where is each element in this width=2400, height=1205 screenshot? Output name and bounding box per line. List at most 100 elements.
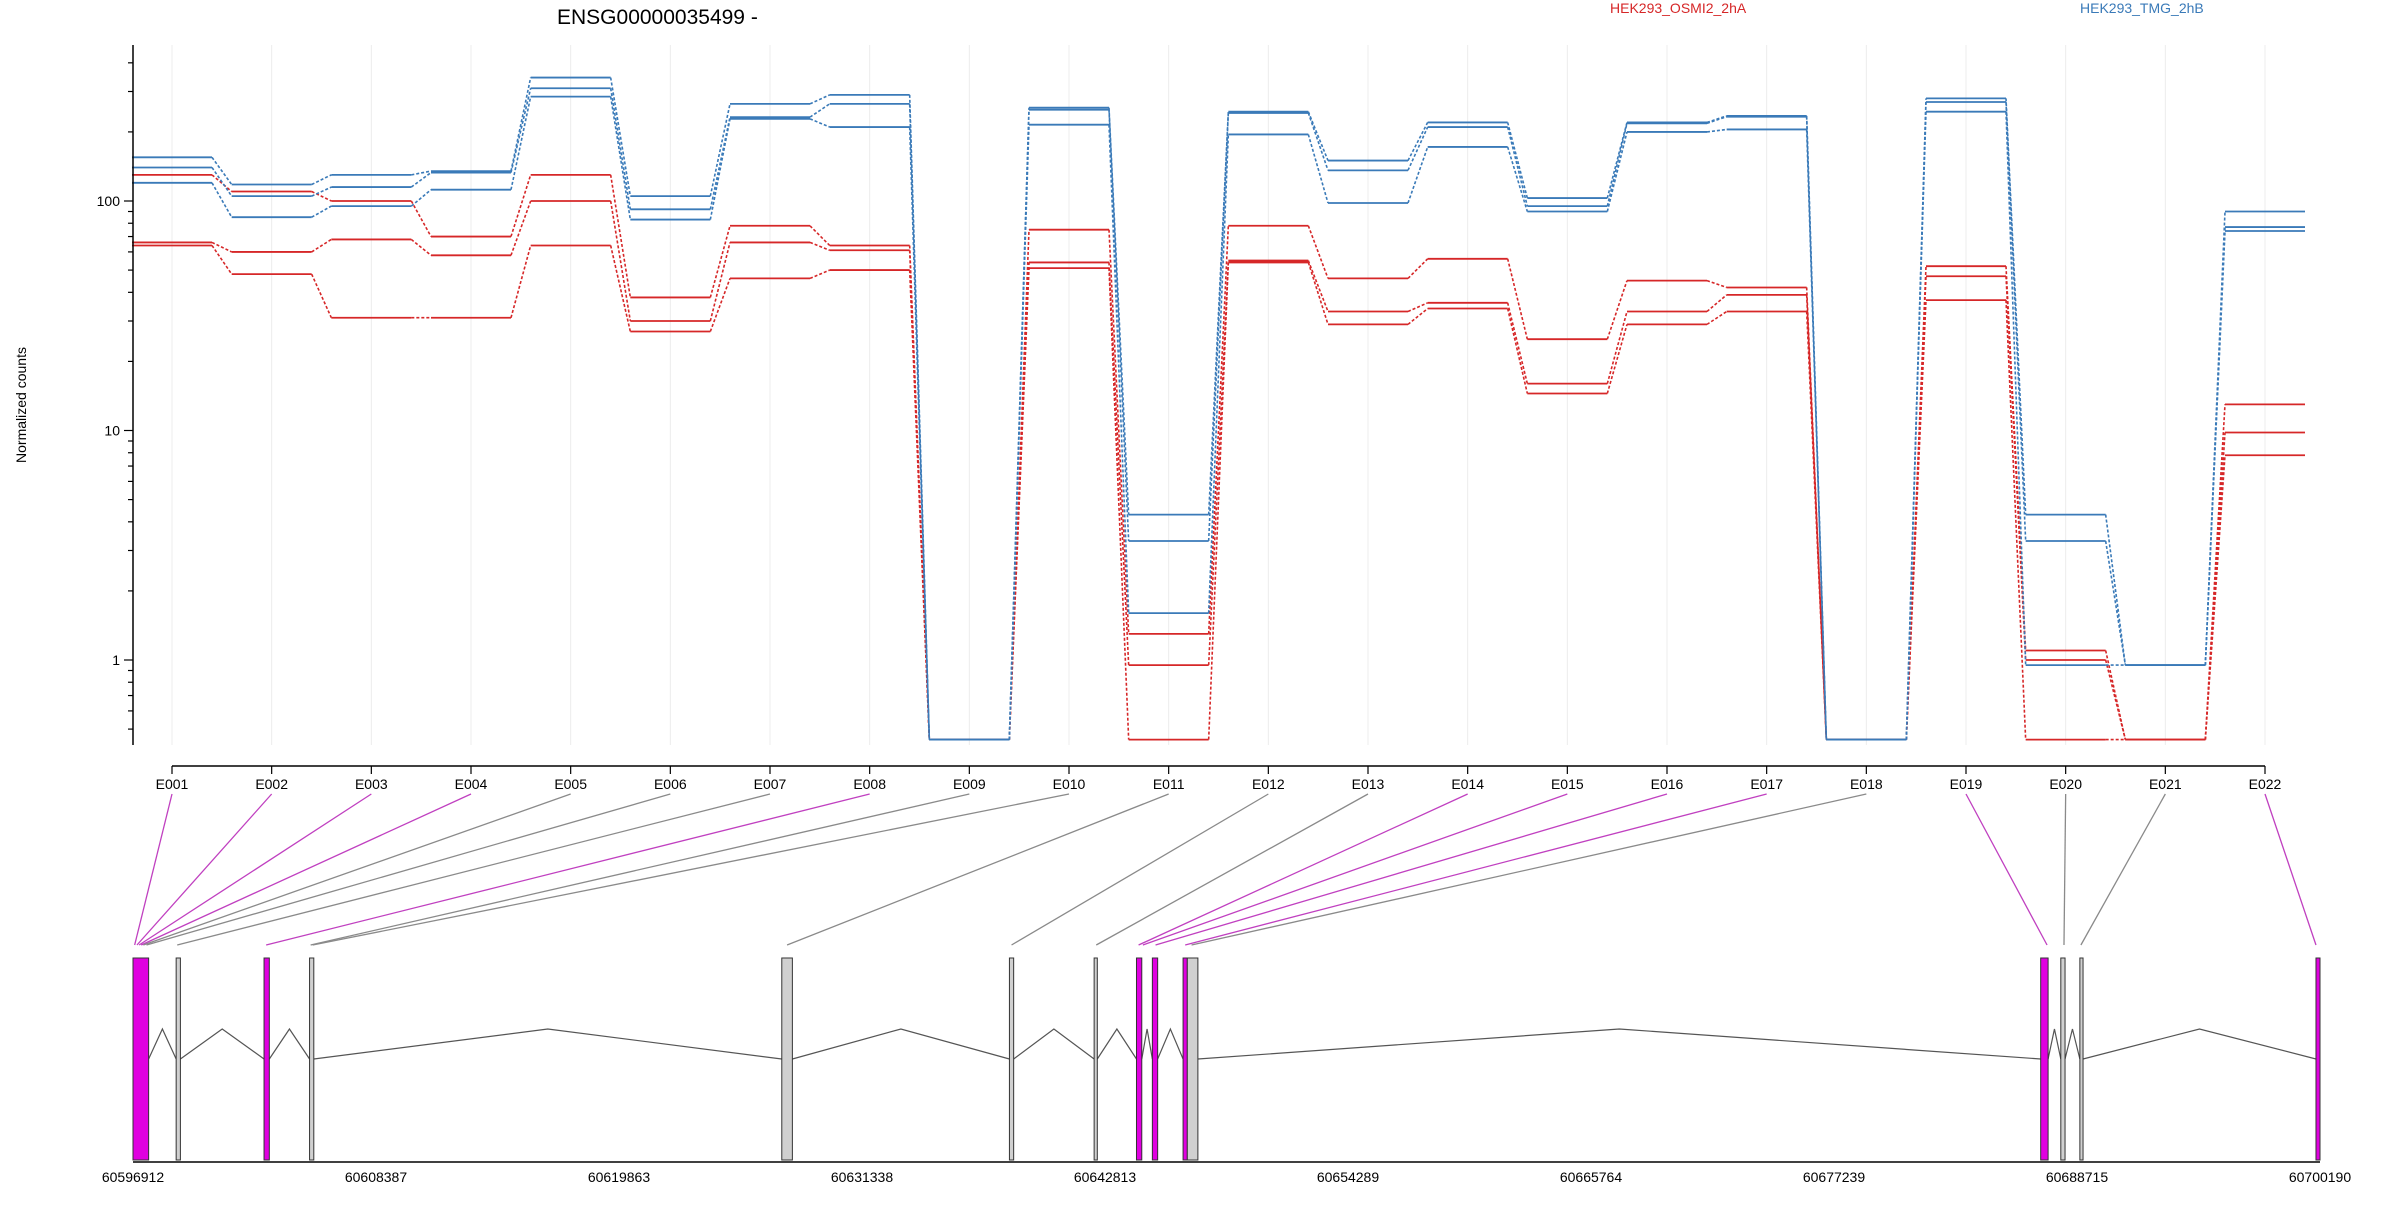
series-3-connector (2005, 300, 2027, 740)
series-3-connector (310, 273, 333, 319)
gene-model: 60596912 60608387 60619863 60631338 60642813… (102, 957, 2352, 1185)
x-tick-label-E018: E018 (1850, 776, 1883, 792)
x-tick-label-E022: E022 (2249, 776, 2282, 792)
series-6-connector (1207, 134, 1230, 614)
series-2-connector (2104, 659, 2127, 740)
series-5-connector (1207, 112, 1230, 542)
x-tick-label-E011: E011 (1153, 776, 1185, 792)
series-1-connector (609, 174, 632, 298)
exon-block (2079, 957, 2084, 1161)
series-5-connector (809, 103, 831, 118)
genomic-coordinate-label: 60654289 (1317, 1169, 1380, 1185)
series-2-connector (211, 241, 233, 253)
series-6-connector (1905, 111, 1927, 740)
series-3-connector (609, 245, 632, 332)
series-4-connector (1407, 122, 1429, 161)
exon-block (1093, 957, 1098, 1161)
series-6-connector (609, 96, 632, 220)
series-5-connector (1407, 126, 1429, 171)
connector-E007 (177, 793, 771, 946)
intron (1096, 1027, 1137, 1060)
y-axis-label: Normalized counts (13, 347, 29, 463)
connector-layer (134, 793, 2317, 946)
series-1-connector (211, 174, 233, 193)
series-2-connector (1706, 294, 1728, 313)
series-4-connector (1606, 122, 1628, 199)
series-6-connector (211, 182, 233, 218)
series-6-connector (1307, 134, 1329, 204)
series-layer (132, 76, 2305, 741)
x-tick-label-E008: E008 (853, 776, 886, 792)
x-tick-label-E003: E003 (355, 776, 388, 792)
series-3-connector (1108, 268, 1130, 740)
genomic-coordinate-label: 60596912 (102, 1169, 165, 1185)
series-5-connector (1108, 109, 1130, 542)
x-tick-label-E020: E020 (2049, 776, 2082, 792)
x-tick-label-E004: E004 (455, 776, 488, 792)
series-3-connector (1706, 310, 1728, 326)
series-6-connector (1506, 146, 1529, 212)
series-6-connector (2204, 230, 2226, 666)
series-3-connector (809, 269, 830, 280)
x-tick-label-E016: E016 (1651, 776, 1684, 792)
series-1-connector (809, 225, 831, 247)
series-4-connector (1706, 115, 1727, 124)
series-4-connector (311, 174, 332, 186)
series-3-connector (1307, 262, 1329, 325)
x-tick-label-E013: E013 (1352, 776, 1385, 792)
x-tick-label-E014: E014 (1451, 776, 1484, 792)
series-5-connector (1805, 116, 1828, 740)
intron (1157, 1027, 1184, 1060)
series-3-connector (1606, 324, 1628, 394)
x-axis: E001 E002 E003 E004 E005 E006 E007 E008 E009 E010… (156, 765, 2282, 792)
connector-E002 (136, 793, 273, 946)
y-axis: 1 10 100 (97, 45, 134, 745)
series-1-connector (410, 200, 432, 237)
exon-block (1151, 957, 1159, 1161)
connector-E016 (1155, 793, 1668, 946)
series-5-connector (709, 116, 731, 210)
series-4-connector (2005, 98, 2027, 515)
chart-title: ENSG00000035499 - (557, 6, 758, 29)
genomic-coordinate-label: 60665764 (1560, 1169, 1623, 1185)
genomic-coordinate-label: 60700190 (2289, 1169, 2352, 1185)
series-6-connector (510, 96, 532, 190)
x-tick-label-E010: E010 (1053, 776, 1086, 792)
series-2-connector (1307, 260, 1329, 312)
series-6-connector (809, 118, 830, 128)
series-3-connector (709, 278, 731, 332)
series-6-connector (1008, 124, 1030, 740)
connector-E018 (1191, 793, 1867, 946)
series-1-connector (510, 174, 532, 237)
series-1-connector (1506, 258, 1529, 340)
intron (180, 1028, 265, 1060)
series-2-connector (709, 242, 731, 322)
series-3-connector (1506, 308, 1529, 394)
series-4-connector (809, 94, 830, 105)
exon-block (2060, 957, 2066, 1161)
series-6-connector (1606, 131, 1628, 212)
connector-E008 (265, 793, 870, 946)
genomic-coordinate-label: 60631338 (831, 1169, 894, 1185)
series-5-connector (1506, 126, 1529, 207)
connector-E015 (1142, 793, 1568, 946)
x-tick-label-E006: E006 (654, 776, 687, 792)
series-2-connector (510, 200, 532, 256)
connector-E009 (310, 793, 970, 946)
connector-E003 (138, 793, 372, 946)
series-1-connector (1108, 229, 1130, 634)
series-6-connector (311, 205, 332, 218)
exon-block (2040, 957, 2049, 1161)
x-tick-label-E005: E005 (554, 776, 587, 792)
genomic-coordinate-label: 60688715 (2046, 1169, 2109, 1185)
series-3-connector (510, 245, 532, 318)
series-3-connector (1207, 262, 1230, 740)
grid-layer (171, 45, 2266, 745)
series-1-connector (1307, 225, 1329, 279)
exon-block (132, 957, 150, 1161)
x-tick-label-E001: E001 (156, 776, 189, 792)
series-6-connector (1706, 128, 1727, 133)
series-5-connector (510, 88, 532, 173)
x-tick-label-E019: E019 (1950, 776, 1983, 792)
series-1-connector (1606, 280, 1628, 340)
